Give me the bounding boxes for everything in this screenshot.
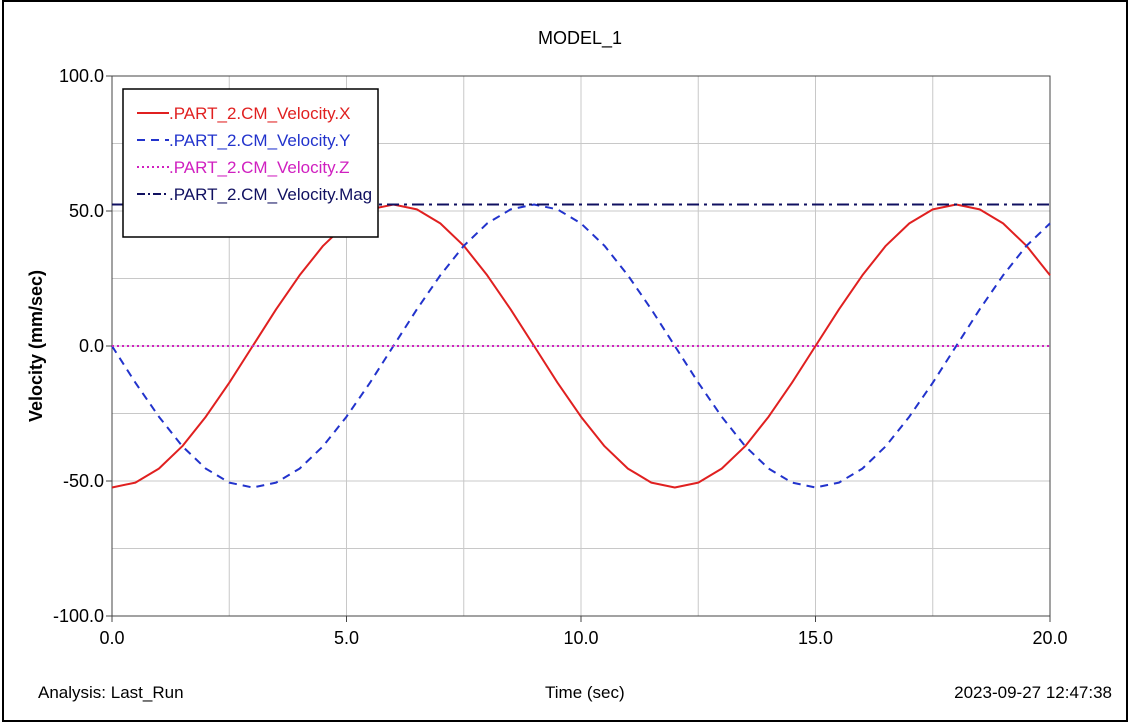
chart-title: MODEL_1 xyxy=(538,28,622,49)
y-tick-label: -50.0 xyxy=(63,471,104,491)
series-line-x xyxy=(111,203,1051,489)
y-tick-label: 50.0 xyxy=(69,201,104,221)
x-tick-label: 0.0 xyxy=(99,628,124,648)
y-tick-label: 0.0 xyxy=(79,336,104,356)
y-tick-label: -100.0 xyxy=(53,606,104,626)
y-axis-label: Velocity (mm/sec) xyxy=(26,270,46,422)
timestamp: 2023-09-27 12:47:38 xyxy=(954,683,1112,702)
series-line-y xyxy=(111,203,1051,489)
legend: .PART_2.CM_Velocity.X .PART_2.CM_Velocity… xyxy=(122,88,379,238)
x-tick-label: 15.0 xyxy=(798,628,833,648)
y-tick-label: 100.0 xyxy=(59,66,104,86)
legend-label-mag: .PART_2.CM_Velocity.Mag xyxy=(169,185,372,204)
x-axis-label: Time (sec) xyxy=(545,683,625,702)
legend-label-z: .PART_2.CM_Velocity.Z xyxy=(169,158,349,177)
x-tick-label: 10.0 xyxy=(563,628,598,648)
analysis-label: Analysis: Last_Run xyxy=(38,683,184,702)
tick-labels: 0.0 5.0 10.0 15.0 20.0 -100.0 -50.0 0.0 50.0 100.… xyxy=(53,66,1068,648)
legend-label-y: .PART_2.CM_Velocity.Y xyxy=(169,131,350,150)
legend-label-x: .PART_2.CM_Velocity.X xyxy=(169,104,350,123)
x-tick-label: 20.0 xyxy=(1032,628,1067,648)
x-tick-label: 5.0 xyxy=(334,628,359,648)
